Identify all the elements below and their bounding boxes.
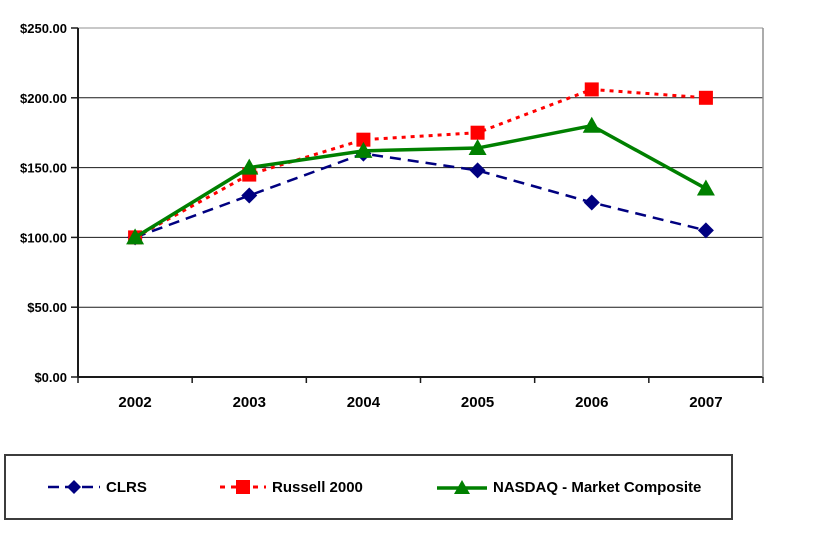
- clrs-marker-2003: [241, 187, 258, 204]
- x-axis-label: 2007: [689, 394, 722, 411]
- clrs-line-sample: [48, 480, 100, 494]
- legend-label-russell-2000: Russell 2000: [272, 478, 363, 496]
- x-axis-label: 2004: [347, 394, 381, 411]
- nasdaq-market-composite-marker-2003: [240, 158, 259, 175]
- russell-2000-line-sample: [220, 480, 266, 494]
- x-axis-label: 2005: [461, 394, 494, 411]
- clrs-marker-2005: [469, 162, 486, 179]
- series-line-nasdaq-market-composite: [134, 123, 707, 239]
- x-axis-label: 2002: [118, 394, 151, 411]
- y-axis-label: $100.00: [20, 230, 67, 245]
- nasdaq-market-composite-marker-2004: [354, 141, 373, 158]
- series-line-clrs: [134, 152, 707, 239]
- nasdaq-triangle-icon: [454, 480, 470, 494]
- russell-2000-marker-2006: [584, 82, 599, 97]
- chart-legend: CLRS Russell 2000 NASDAQ - Market Compos…: [4, 454, 733, 520]
- x-axis-label: 2003: [233, 394, 266, 411]
- russell-2000-marker-2007: [698, 90, 713, 105]
- y-axis-label: $150.00: [20, 161, 67, 176]
- clrs-marker-2007: [697, 222, 714, 239]
- chart-plot-area: $0.00 $50.00 $100.00 $150.00 $200.00 $250.00 2…: [20, 21, 764, 411]
- y-axis-label: $250.00: [20, 21, 67, 36]
- clrs-diamond-icon: [67, 480, 81, 494]
- legend-item-clrs: CLRS: [47, 478, 147, 496]
- nasdaq-market-composite-marker-2007: [696, 179, 715, 196]
- y-axis-label: $200.00: [20, 91, 67, 106]
- legend-label-clrs: CLRS: [106, 478, 147, 496]
- x-axis-label: 2006: [575, 394, 608, 411]
- nasdaq-market-composite-marker-2005: [468, 139, 487, 156]
- series-line-russell-2000: [134, 87, 707, 239]
- nasdaq-market-composite-marker-2006: [582, 116, 601, 133]
- nasdaq-market-composite-marker-2002: [126, 228, 145, 245]
- y-axis-label: $0.00: [34, 370, 67, 385]
- clrs-marker-2006: [583, 194, 600, 211]
- russell-2000-marker-2004: [356, 132, 371, 147]
- legend-item-nasdaq-market-composite: NASDAQ - Market Composite: [436, 478, 701, 496]
- russell-2000-marker-2005: [470, 125, 485, 140]
- legend-item-russell-2000: Russell 2000: [219, 478, 363, 496]
- russell-2000-square-icon: [236, 480, 250, 494]
- nasdaq-line-sample: [437, 480, 487, 494]
- y-axis-label: $50.00: [27, 300, 67, 315]
- legend-label-nasdaq: NASDAQ - Market Composite: [493, 478, 702, 496]
